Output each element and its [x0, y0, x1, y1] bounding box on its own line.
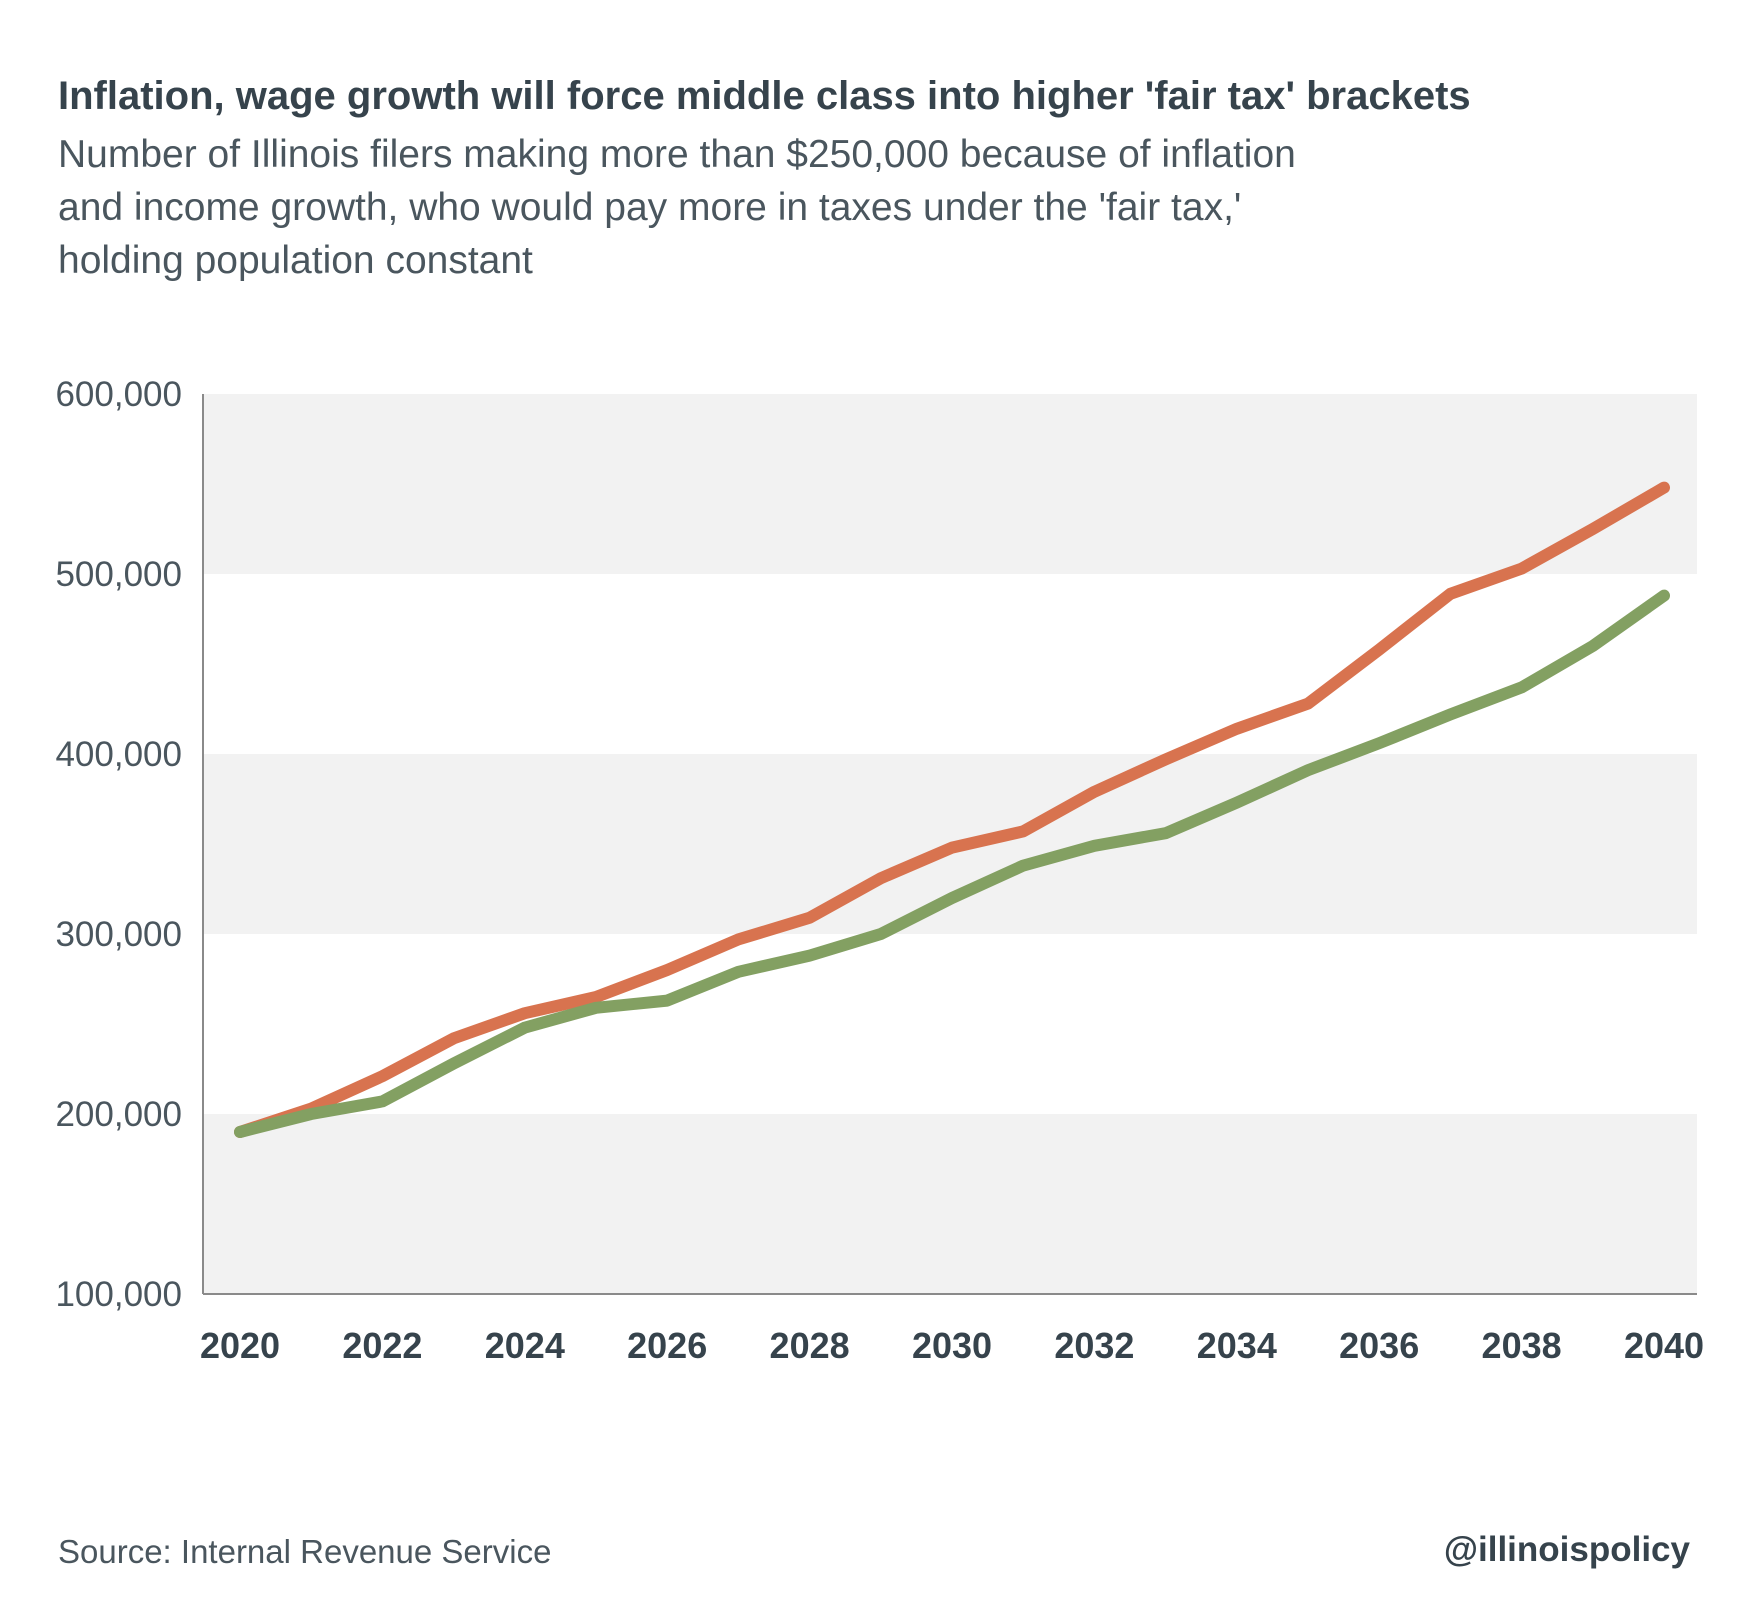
y-tick-label: 400,000 [55, 735, 182, 774]
y-axis-ticks: 100,000 200,000 300,000 400,000 500,000 600,0… [55, 375, 182, 1314]
y-tick-label: 200,000 [55, 1095, 182, 1134]
x-tick-label: 2036 [1339, 1325, 1419, 1366]
x-tick-label: 2020 [200, 1325, 280, 1366]
chart-subtitle: Number of Illinois filers making more th… [58, 128, 1558, 287]
series-lines [234, 481, 1670, 1138]
subtitle-line: holding population constant [58, 239, 533, 282]
x-tick-label: 2026 [627, 1325, 707, 1366]
y-tick-label: 100,000 [55, 1275, 182, 1314]
x-tick-label: 2040 [1624, 1325, 1704, 1366]
x-tick-label: 2028 [770, 1325, 850, 1366]
source-note: Source: Internal Revenue Service [58, 1533, 552, 1570]
axes [202, 394, 1697, 1295]
brand-handle: @illinoispolicy [1443, 1530, 1690, 1569]
subtitle-line: and income growth, who would pay more in… [58, 186, 1242, 229]
x-tick-label: 2034 [1197, 1325, 1277, 1366]
x-tick-label: 2032 [1054, 1325, 1134, 1366]
x-tick-label: 2022 [342, 1325, 422, 1366]
x-axis-ticks: 2020 2022 2024 2026 2028 2030 2032 2034 2036 2038… [200, 1325, 1704, 1366]
series-line-2 [234, 589, 1670, 1138]
series-line-1 [234, 481, 1670, 1138]
chart-title: Inflation, wage growth will force middle… [58, 74, 1471, 118]
grid-band [203, 1114, 1697, 1294]
line-chart: 100,000 200,000 300,000 400,000 500,000 600,0… [55, 375, 1704, 1366]
y-tick-label: 600,000 [55, 375, 182, 414]
x-tick-label: 2030 [912, 1325, 992, 1366]
y-tick-label: 500,000 [55, 555, 182, 594]
subtitle-line: Number of Illinois filers making more th… [58, 133, 1296, 176]
x-tick-label: 2038 [1482, 1325, 1562, 1366]
grid-band [203, 394, 1697, 574]
x-tick-label: 2024 [485, 1325, 565, 1366]
y-tick-label: 300,000 [55, 915, 182, 954]
